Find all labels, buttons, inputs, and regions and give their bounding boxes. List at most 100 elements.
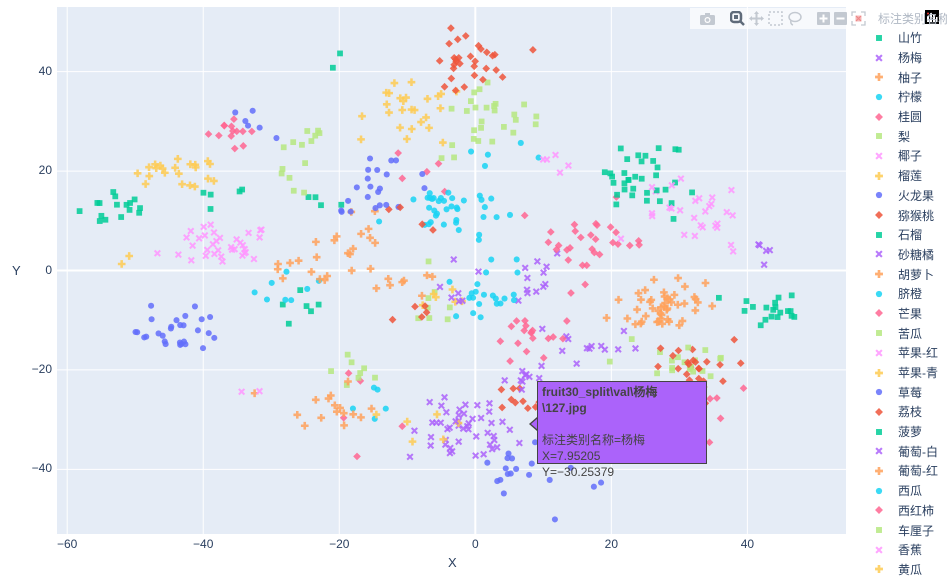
legend-item[interactable]: 菠萝: [868, 422, 947, 442]
scatter-plot[interactable]: [57, 7, 846, 534]
legend-items: 山竹 杨梅柚子柠檬 桂圆梨椰子 榴莲 火龙果 猕猴桃石榴砂糖橘胡萝卜脐橙 芒果苦瓜苹果-红苹…: [868, 28, 947, 579]
zoom-in-icon[interactable]: [817, 10, 830, 28]
series-石榴[interactable]: [96, 186, 695, 224]
x-marker-icon: [868, 444, 890, 458]
x-marker-icon: [868, 346, 890, 360]
diamond-marker-icon: [868, 503, 890, 517]
legend-item[interactable]: 杨梅: [868, 48, 947, 68]
legend-label: 苹果-青: [898, 366, 938, 381]
tooltip-category: 标注类别名称=杨梅: [542, 433, 646, 447]
legend-label: 石榴: [898, 228, 923, 243]
legend-label: 葡萄-红: [898, 464, 938, 479]
series-葡萄-红[interactable]: [333, 304, 687, 419]
series-柠檬[interactable]: [251, 139, 542, 422]
pan-icon[interactable]: [749, 10, 764, 28]
legend-label: 西红柿: [898, 503, 935, 518]
series-车厘子[interactable]: [448, 105, 705, 401]
y-tick-label: 20: [38, 163, 52, 178]
series-椰子[interactable]: [187, 151, 737, 396]
tooltip-x-value: X=7.95205: [542, 449, 601, 463]
legend-label: 荔枝: [898, 405, 923, 420]
legend-item[interactable]: 葡萄-白: [868, 441, 947, 461]
legend-item[interactable]: 车厘子: [868, 520, 947, 540]
series-桂圆[interactable]: [204, 115, 643, 461]
plot-area[interactable]: [57, 7, 846, 534]
series-香蕉[interactable]: [183, 183, 699, 263]
legend-item[interactable]: 榴莲: [868, 166, 947, 186]
square-marker-icon: [868, 228, 890, 242]
cross-marker-icon: [868, 464, 890, 478]
series-西红柿[interactable]: [214, 121, 643, 259]
diamond-marker-icon: [868, 405, 890, 419]
x-marker-icon: [868, 51, 890, 65]
series-西瓜[interactable]: [453, 204, 521, 304]
cross-marker-icon: [868, 562, 890, 576]
cross-marker-icon: [868, 366, 890, 380]
diamond-marker-icon: [868, 110, 890, 124]
legend-label: 梨: [898, 129, 911, 144]
legend-item[interactable]: 胡萝卜: [868, 264, 947, 284]
series-菠萝[interactable]: [614, 170, 798, 320]
x-axis-title: X: [448, 555, 457, 570]
series-苹果-青[interactable]: [141, 104, 447, 191]
series-荔枝[interactable]: [435, 57, 703, 379]
legend-item[interactable]: 西红柿: [868, 501, 947, 521]
legend-item[interactable]: 火龙果: [868, 186, 947, 206]
series-砂糖橘[interactable]: [436, 283, 581, 394]
legend-item[interactable]: 荔枝: [868, 402, 947, 422]
cross-marker-icon: [868, 70, 890, 84]
legend-item[interactable]: 葡萄-红: [868, 461, 947, 481]
series-山竹[interactable]: [76, 50, 795, 329]
series-草莓[interactable]: [132, 185, 428, 340]
x-marker-icon: [868, 149, 890, 163]
legend-item[interactable]: 柚子: [868, 67, 947, 87]
legend-item[interactable]: 西瓜: [868, 481, 947, 501]
series-胡萝卜[interactable]: [273, 253, 699, 308]
legend-item[interactable]: 柠檬: [868, 87, 947, 107]
data-points: [76, 24, 798, 523]
series-火龙果[interactable]: [134, 107, 605, 523]
camera-icon[interactable]: [700, 10, 715, 28]
series-葡萄-白[interactable]: [443, 399, 494, 440]
diamond-marker-icon: [868, 208, 890, 222]
legend-label: 胡萝卜: [898, 267, 935, 282]
zoom-icon[interactable]: [730, 10, 745, 28]
series-脐橙[interactable]: [424, 189, 500, 320]
legend-item[interactable]: 芒果: [868, 304, 947, 324]
legend-item[interactable]: 香蕉: [868, 540, 947, 560]
autoscale-icon[interactable]: [851, 10, 866, 28]
legend-item[interactable]: 椰子: [868, 146, 947, 166]
x-marker-icon: [868, 247, 890, 261]
legend-item[interactable]: 苦瓜: [868, 323, 947, 343]
box-select-icon[interactable]: [768, 10, 783, 28]
legend-item[interactable]: 梨: [868, 126, 947, 146]
series-榴莲[interactable]: [117, 78, 466, 446]
tooltip-title: fruit30_split\val\杨梅\127.jpg: [542, 385, 658, 415]
legend-item[interactable]: 黄瓜: [868, 560, 947, 579]
legend-label: 柚子: [898, 70, 923, 85]
lasso-select-icon[interactable]: [787, 10, 802, 28]
legend-item[interactable]: 石榴: [868, 225, 947, 245]
series-芒果[interactable]: [514, 316, 748, 447]
legend-item[interactable]: 砂糖橘: [868, 245, 947, 265]
legend-item[interactable]: 山竹: [868, 28, 947, 48]
legend-item[interactable]: 桂圆: [868, 107, 947, 127]
x-tick-label: −20: [329, 537, 350, 551]
series-苹果-红[interactable]: [153, 200, 737, 266]
legend-label: 苦瓜: [898, 326, 923, 341]
legend-title: 标注类别名称: [878, 12, 947, 26]
zoom-out-icon[interactable]: [834, 10, 847, 28]
series-柚子[interactable]: [250, 207, 717, 430]
series-黄瓜[interactable]: [133, 90, 445, 178]
series-梨[interactable]: [278, 79, 724, 391]
legend-item[interactable]: 苹果-红: [868, 343, 947, 363]
circle-marker-icon: [868, 287, 890, 301]
legend-item[interactable]: 苹果-青: [868, 363, 947, 383]
legend-item[interactable]: 草莓: [868, 382, 947, 402]
legend-item[interactable]: 脐橙: [868, 284, 947, 304]
modebar: [690, 8, 866, 29]
plotly-logo-icon[interactable]: [925, 10, 939, 24]
legend-item[interactable]: 猕猴桃: [868, 205, 947, 225]
legend-label: 西瓜: [898, 484, 923, 499]
x-marker-icon: [868, 543, 890, 557]
